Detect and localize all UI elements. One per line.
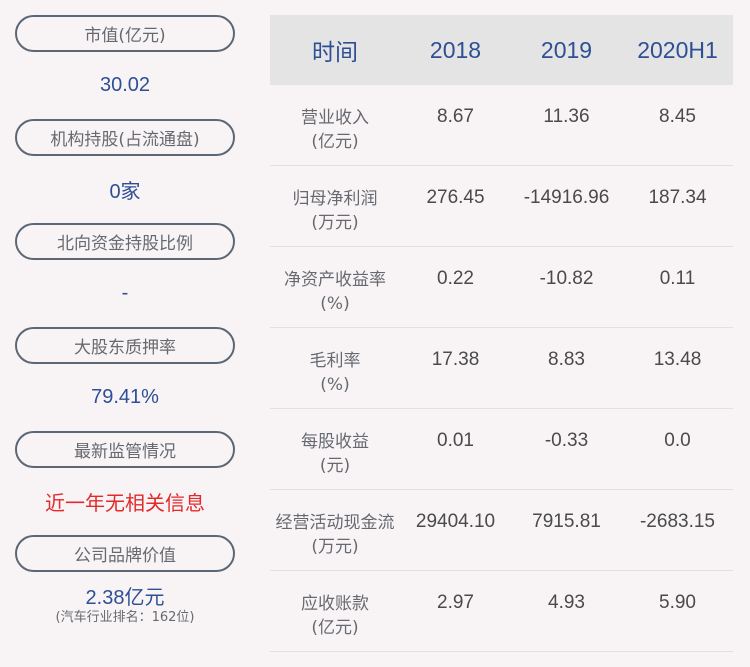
metric-value: - xyxy=(121,282,129,304)
cell-value: 8.83 xyxy=(548,349,585,370)
cell-value: 187.34 xyxy=(648,187,707,208)
metric-value: 79.41% xyxy=(91,386,159,408)
header-cell-2019: 2019 xyxy=(540,36,593,63)
metric-value: 0家 xyxy=(109,181,141,203)
cell-value: 7915.81 xyxy=(532,511,601,532)
table-row: 毛利率 (%) 17.38 8.83 13.48 xyxy=(270,328,733,409)
table-row: 经营活动现金流 (万元) 29404.10 7915.81 -2683.15 xyxy=(270,490,733,571)
cell-value: -0.33 xyxy=(544,430,589,451)
metric-label-pill: 市值(亿元) xyxy=(15,15,235,52)
cell-value: 0.01 xyxy=(437,430,474,451)
cell-value: -10.82 xyxy=(539,268,594,289)
table-header: 时间 2018 2019 2020H1 xyxy=(270,15,733,85)
financial-table: 时间 2018 2019 2020H1 营业收入 (亿元) 8.67 11.36 … xyxy=(270,15,733,652)
cell-value: 11.36 xyxy=(543,106,590,127)
cell-value: 8.45 xyxy=(659,106,696,127)
row-label: 净资产收益率 (%) xyxy=(270,268,400,316)
header-cell-2020h1: 2020H1 xyxy=(637,36,718,63)
row-unit: (%) xyxy=(320,375,350,395)
row-unit: (亿元) xyxy=(311,132,359,152)
row-label: 毛利率 (%) xyxy=(270,349,400,397)
row-label-text: 营业收入 xyxy=(301,108,369,128)
row-unit: (元) xyxy=(319,456,351,476)
cell-value: 0.0 xyxy=(664,430,691,451)
row-label-text: 净资产收益率 xyxy=(284,270,386,290)
row-label: 应收账款 (亿元) xyxy=(270,592,400,640)
cell-value: 13.48 xyxy=(653,349,702,370)
cell-value: 8.67 xyxy=(437,106,474,127)
cell-value: 276.45 xyxy=(426,187,485,208)
row-label: 经营活动现金流 (万元) xyxy=(270,511,400,559)
metric-value-group: 2.38亿元 (汽车行业排名：162位) xyxy=(15,572,235,639)
cell-value: 5.90 xyxy=(659,592,696,613)
metric-label-pill: 机构持股(占流通盘) xyxy=(15,119,235,156)
row-label: 归母净利润 (万元) xyxy=(270,187,400,235)
metric-label-pill: 公司品牌价值 xyxy=(15,535,235,572)
row-unit: (万元) xyxy=(311,537,359,557)
metric-label-pill: 最新监管情况 xyxy=(15,431,235,468)
row-label-text: 应收账款 xyxy=(301,594,369,614)
metric-value: 30.02 xyxy=(99,74,151,96)
cell-value: -2683.15 xyxy=(639,511,715,532)
metric-label-pill: 大股东质押率 xyxy=(15,327,235,364)
metric-regulatory-status: 最新监管情况 近一年无相关信息 xyxy=(15,431,235,535)
metric-market-cap: 市值(亿元) 30.02 xyxy=(15,15,235,119)
table-row: 每股收益 (元) 0.01 -0.33 0.0 xyxy=(270,409,733,490)
metric-institutional-holdings: 机构持股(占流通盘) 0家 xyxy=(15,119,235,223)
table-row: 净资产收益率 (%) 0.22 -10.82 0.11 xyxy=(270,247,733,328)
cell-value: -14916.96 xyxy=(523,187,610,208)
metric-sub-value: (汽车行业排名：162位) xyxy=(55,609,195,625)
cell-value: 29404.10 xyxy=(415,511,496,532)
metric-value: 2.38亿元 xyxy=(85,586,165,609)
metric-pledge-ratio: 大股东质押率 79.41% xyxy=(15,327,235,431)
cell-value: 0.11 xyxy=(659,268,696,289)
row-label: 每股收益 (元) xyxy=(270,430,400,478)
key-metrics-panel: 市值(亿元) 30.02 机构持股(占流通盘) 0家 北向资金持股比例 - 大股… xyxy=(15,15,235,639)
row-unit: (万元) xyxy=(311,213,359,233)
row-unit: (%) xyxy=(320,294,350,314)
header-cell-time: 时间 xyxy=(312,39,358,65)
metric-brand-value: 公司品牌价值 2.38亿元 (汽车行业排名：162位) xyxy=(15,535,235,639)
row-label-text: 毛利率 xyxy=(309,351,361,371)
row-unit: (亿元) xyxy=(311,618,359,638)
table-row: 营业收入 (亿元) 8.67 11.36 8.45 xyxy=(270,85,733,166)
table-row: 应收账款 (亿元) 2.97 4.93 5.90 xyxy=(270,571,733,652)
table-row: 归母净利润 (万元) 276.45 -14916.96 187.34 xyxy=(270,166,733,247)
row-label-text: 每股收益 xyxy=(301,432,369,452)
row-label-text: 经营活动现金流 xyxy=(275,513,395,533)
cell-value: 2.97 xyxy=(437,592,474,613)
metric-northbound-ratio: 北向资金持股比例 - xyxy=(15,223,235,327)
cell-value: 4.93 xyxy=(548,592,585,613)
header-cell-2018: 2018 xyxy=(429,36,482,63)
cell-value: 17.38 xyxy=(431,349,480,370)
metric-value-alert: 近一年无相关信息 xyxy=(45,493,205,515)
metric-label-pill: 北向资金持股比例 xyxy=(15,223,235,260)
row-label-text: 归母净利润 xyxy=(292,189,378,209)
row-label: 营业收入 (亿元) xyxy=(270,106,400,154)
cell-value: 0.22 xyxy=(437,268,474,289)
